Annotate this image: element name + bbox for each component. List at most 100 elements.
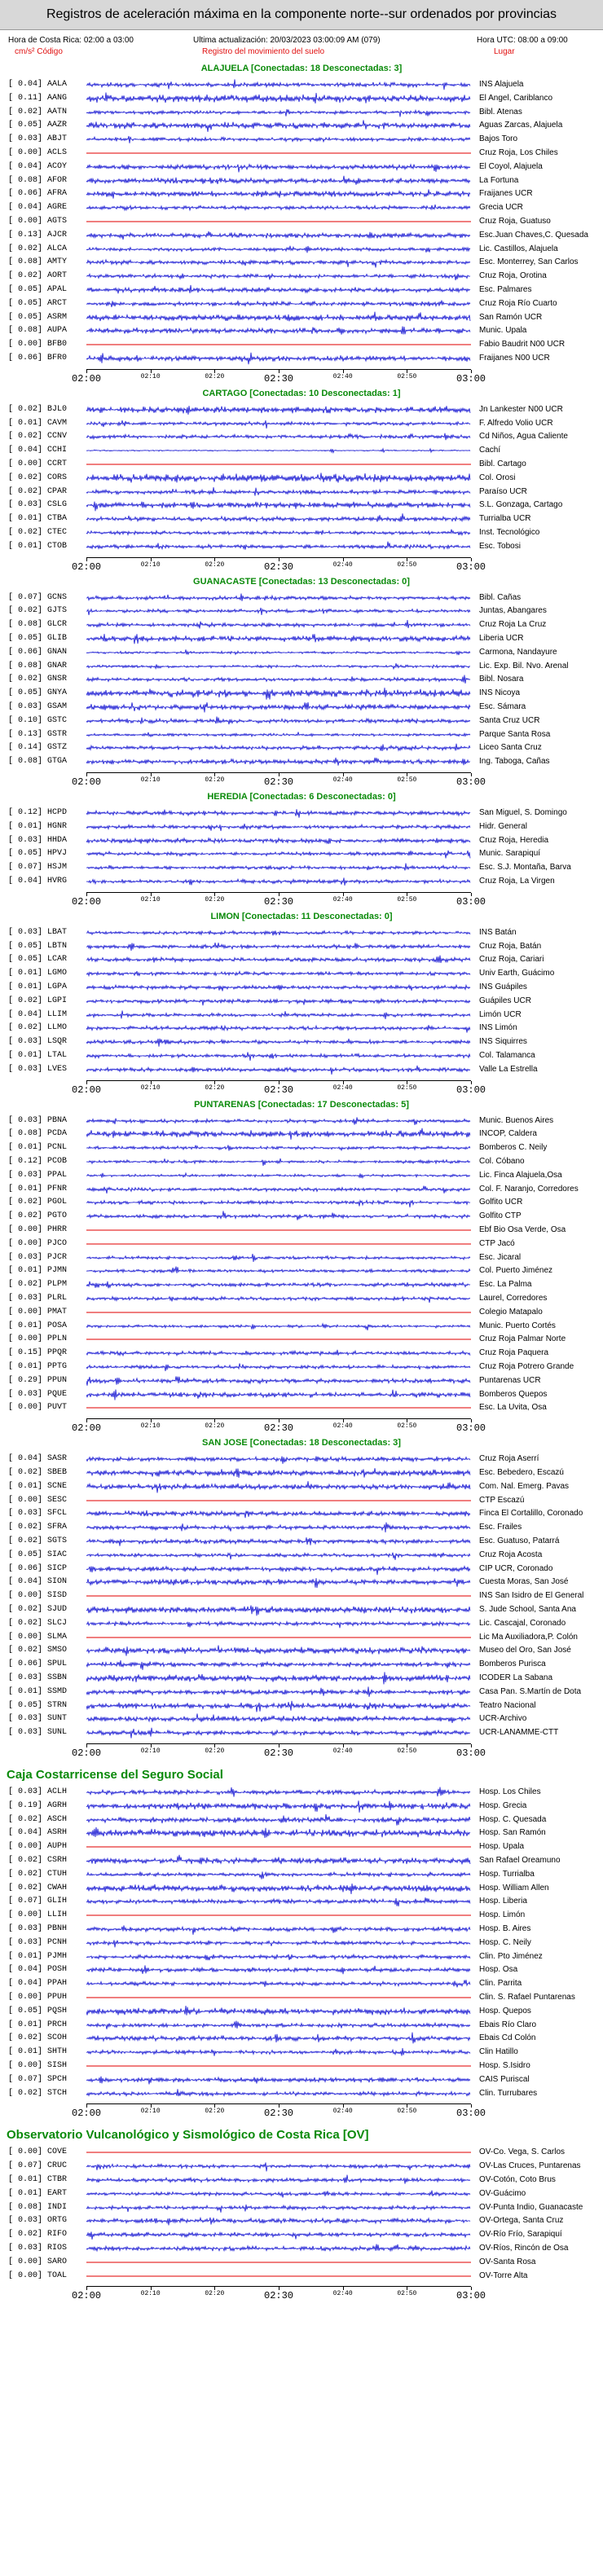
station-row[interactable]: [ 0.01] PJMH Clin. Pto Jiménez — [0, 1950, 603, 1963]
station-row[interactable]: [ 0.02] CTUH Hosp. Turrialba — [0, 1868, 603, 1881]
station-row[interactable]: [ 0.05] GLIB Liberia UCR — [0, 632, 603, 645]
station-row[interactable]: [ 0.01] HGNR Hidr. General — [0, 820, 603, 833]
station-row[interactable]: [ 0.03] PLRL Laurel, Corredores — [0, 1292, 603, 1305]
station-row[interactable]: [ 0.01] SHTH Clin Hatillo — [0, 2046, 603, 2059]
station-row[interactable]: [ 0.05] SIAC Cruz Roja Acosta — [0, 1549, 603, 1562]
station-row[interactable]: [ 0.00] TOAL OV-Torre Alta — [0, 2270, 603, 2283]
station-row[interactable]: [ 0.11] AANG El Angel, Cariblanco — [0, 92, 603, 105]
station-row[interactable]: [ 0.05] ARCT Cruz Roja Río Cuarto — [0, 297, 603, 310]
station-row[interactable]: [ 0.01] PPTG Cruz Roja Potrero Grande — [0, 1361, 603, 1374]
station-row[interactable]: [ 0.03] CSLG S.L. Gonzaga, Cartago — [0, 499, 603, 512]
station-row[interactable]: [ 0.00] PJCO CTP Jacó — [0, 1237, 603, 1251]
station-row[interactable]: [ 0.08] GTGA Ing. Taboga, Cañas — [0, 755, 603, 768]
station-row[interactable]: [ 0.05] HPVJ Munic. Sarapiquí — [0, 847, 603, 860]
station-row[interactable]: [ 0.02] LLMO INS Limón — [0, 1022, 603, 1035]
station-row[interactable]: [ 0.00] SARO OV-Santa Rosa — [0, 2256, 603, 2269]
station-row[interactable]: [ 0.01] SSMD Casa Pan. S.Martín de Dota — [0, 1686, 603, 1699]
station-row[interactable]: [ 0.07] CRUC OV-Las Cruces, Puntarenas — [0, 2160, 603, 2173]
station-row[interactable]: [ 0.00] SLMA Lic Ma Auxiliadora,P. Colón — [0, 1631, 603, 1644]
station-row[interactable]: [ 0.06] GNAN Carmona, Nandayure — [0, 646, 603, 659]
station-row[interactable]: [ 0.01] CTBA Turrialba UCR — [0, 512, 603, 525]
station-row[interactable]: [ 0.05] PQSH Hosp. Quepos — [0, 2005, 603, 2018]
station-row[interactable]: [ 0.02] SBEB Esc. Bebedero, Escazú — [0, 1466, 603, 1479]
station-row[interactable]: [ 0.12] HCPD San Miguel, S. Domingo — [0, 807, 603, 820]
station-row[interactable]: [ 0.03] LBAT INS Batán — [0, 926, 603, 939]
station-row[interactable]: [ 0.01] PRCH Ebais Río Claro — [0, 2019, 603, 2032]
station-row[interactable]: [ 0.06] BFR0 Fraijanes N00 UCR — [0, 352, 603, 365]
station-row[interactable]: [ 0.06] SICP CIP UCR, Coronado — [0, 1563, 603, 1576]
station-row[interactable]: [ 0.02] STCH Clin. Turrubares — [0, 2087, 603, 2100]
station-row[interactable]: [ 0.03] SFCL Finca El Cortalillo, Coronad… — [0, 1507, 603, 1520]
station-row[interactable]: [ 0.03] PBNH Hosp. B. Aires — [0, 1923, 603, 1936]
station-row[interactable]: [ 0.13] AJCR Esc.Juan Chaves,C. Quesada — [0, 229, 603, 242]
station-row[interactable]: [ 0.04] ACOY El Coyol, Alajuela — [0, 160, 603, 174]
station-row[interactable]: [ 0.01] CAVM F. Alfredo Volio UCR — [0, 417, 603, 430]
station-row[interactable]: [ 0.00] LLIH Hosp. Limón — [0, 1909, 603, 1922]
station-row[interactable]: [ 0.15] PPQR Cruz Roja Paquera — [0, 1347, 603, 1360]
station-row[interactable]: [ 0.01] SCNE Com. Nal. Emerg. Pavas — [0, 1480, 603, 1493]
station-row[interactable]: [ 0.00] SISH Hosp. S.Isidro — [0, 2059, 603, 2073]
station-row[interactable]: [ 0.00] AUPH Hosp. Upala — [0, 1840, 603, 1853]
station-row[interactable]: [ 0.08] INDI OV-Punta Indio, Guanacaste — [0, 2201, 603, 2214]
station-row[interactable]: [ 0.02] LGPI Guápiles UCR — [0, 995, 603, 1008]
station-row[interactable]: [ 0.02] RIFO OV-Río Frío, Sarapiquí — [0, 2228, 603, 2241]
station-row[interactable]: [ 0.04] ASRH Hosp. San Ramón — [0, 1826, 603, 1840]
station-row[interactable]: [ 0.01] POSA Munic. Puerto Cortés — [0, 1320, 603, 1333]
station-row[interactable]: [ 0.03] ACLH Hosp. Los Chiles — [0, 1786, 603, 1799]
station-row[interactable]: [ 0.02] PGOL Golfito UCR — [0, 1196, 603, 1209]
station-row[interactable]: [ 0.04] POSH Hosp. Osa — [0, 1963, 603, 1976]
station-row[interactable]: [ 0.00] AGTS Cruz Roja, Guatuso — [0, 215, 603, 228]
station-row[interactable]: [ 0.03] LVES Valle La Estrella — [0, 1063, 603, 1076]
station-row[interactable]: [ 0.05] STRN Teatro Nacional — [0, 1699, 603, 1712]
station-row[interactable]: [ 0.08] AUPA Munic. Upala — [0, 324, 603, 337]
station-row[interactable]: [ 0.02] PLPM Esc. La Palma — [0, 1278, 603, 1291]
station-row[interactable]: [ 0.02] GJTS Juntas, Abangares — [0, 604, 603, 618]
station-row[interactable]: [ 0.02] SCOH Ebais Cd Colón — [0, 2032, 603, 2045]
station-row[interactable]: [ 0.02] CWAH Hosp. William Allen — [0, 1882, 603, 1895]
station-row[interactable]: [ 0.19] AGRH Hosp. Grecia — [0, 1800, 603, 1813]
station-row[interactable]: [ 0.03] PJCR Esc. Jicaral — [0, 1251, 603, 1264]
station-row[interactable]: [ 0.03] ABJT Bajos Toro — [0, 133, 603, 146]
station-row[interactable]: [ 0.00] PPLN Cruz Roja Palmar Norte — [0, 1333, 603, 1346]
station-row[interactable]: [ 0.07] GLIH Hosp. Liberia — [0, 1895, 603, 1908]
station-row[interactable]: [ 0.03] ORTG OV-Ortega, Santa Cruz — [0, 2214, 603, 2227]
station-row[interactable]: [ 0.05] LBTN Cruz Roja, Batán — [0, 940, 603, 953]
station-row[interactable]: [ 0.03] SUNT UCR-Archivo — [0, 1712, 603, 1725]
station-row[interactable]: [ 0.13] GSTR Parque Santa Rosa — [0, 728, 603, 741]
station-row[interactable]: [ 0.00] PPUH Clin. S. Rafael Puntarenas — [0, 1991, 603, 2004]
station-row[interactable]: [ 0.02] ALCA Lic. Castillos, Alajuela — [0, 243, 603, 256]
station-row[interactable]: [ 0.02] SLCJ Lic. Cascajal, Coronado — [0, 1617, 603, 1630]
station-row[interactable]: [ 0.14] GSTZ Liceo Santa Cruz — [0, 741, 603, 754]
station-row[interactable]: [ 0.01] PCNL Bomberos C. Neily — [0, 1141, 603, 1154]
station-row[interactable]: [ 0.07] GCNS Bibl. Cañas — [0, 591, 603, 604]
station-row[interactable]: [ 0.06] SPUL Bomberos Purisca — [0, 1658, 603, 1671]
station-row[interactable]: [ 0.04] LLIM Limón UCR — [0, 1009, 603, 1022]
station-row[interactable]: [ 0.00] ACLS Cruz Roja, Los Chiles — [0, 147, 603, 160]
station-row[interactable]: [ 0.08] AFOR La Fortuna — [0, 174, 603, 187]
station-row[interactable]: [ 0.00] COVE OV-Co. Vega, S. Carlos — [0, 2146, 603, 2159]
station-row[interactable]: [ 0.03] SUNL UCR-LANAMME-CTT — [0, 1726, 603, 1739]
station-row[interactable]: [ 0.02] CPAR Paraíso UCR — [0, 486, 603, 499]
station-row[interactable]: [ 0.00] CCRT Bibl. Cartago — [0, 458, 603, 471]
station-row[interactable]: [ 0.10] GSTC Santa Cruz UCR — [0, 714, 603, 728]
station-row[interactable]: [ 0.05] ASRM San Ramón UCR — [0, 311, 603, 324]
station-row[interactable]: [ 0.06] AFRA Fraijanes UCR — [0, 187, 603, 200]
station-row[interactable]: [ 0.07] HSJM Esc. S.J. Montaña, Barva — [0, 861, 603, 874]
station-row[interactable]: [ 0.02] PGTO Golfito CTP — [0, 1210, 603, 1223]
station-row[interactable]: [ 0.02] SMSO Museo del Oro, San José — [0, 1644, 603, 1657]
station-row[interactable]: [ 0.01] PFNR Col. F. Naranjo, Corredores — [0, 1183, 603, 1196]
station-row[interactable]: [ 0.02] SFRA Esc. Frailes — [0, 1521, 603, 1534]
station-row[interactable]: [ 0.02] CORS Col. Orosi — [0, 472, 603, 485]
station-row[interactable]: [ 0.02] AORT Cruz Roja, Orotina — [0, 270, 603, 283]
station-row[interactable]: [ 0.01] PJMN Col. Puerto Jiménez — [0, 1264, 603, 1277]
station-row[interactable]: [ 0.03] HHDA Cruz Roja, Heredia — [0, 834, 603, 847]
station-row[interactable]: [ 0.04] SASR Cruz Roja Aserrí — [0, 1453, 603, 1466]
station-row[interactable]: [ 0.01] LTAL Col. Talamanca — [0, 1049, 603, 1062]
station-row[interactable]: [ 0.00] BFB0 Fabio Baudrit N00 UCR — [0, 338, 603, 351]
station-row[interactable]: [ 0.02] CSRH San Rafael Oreamuno — [0, 1854, 603, 1867]
station-row[interactable]: [ 0.01] CTOB Esc. Tobosi — [0, 540, 603, 553]
station-row[interactable]: [ 0.03] PCNH Hosp. C. Neily — [0, 1936, 603, 1950]
station-row[interactable]: [ 0.02] GNSR Bibl. Nosara — [0, 673, 603, 686]
station-row[interactable]: [ 0.02] SGTS Esc. Guatuso, Patarrá — [0, 1535, 603, 1548]
station-row[interactable]: [ 0.03] PPAL Lic. Finca Alajuela,Osa — [0, 1169, 603, 1182]
